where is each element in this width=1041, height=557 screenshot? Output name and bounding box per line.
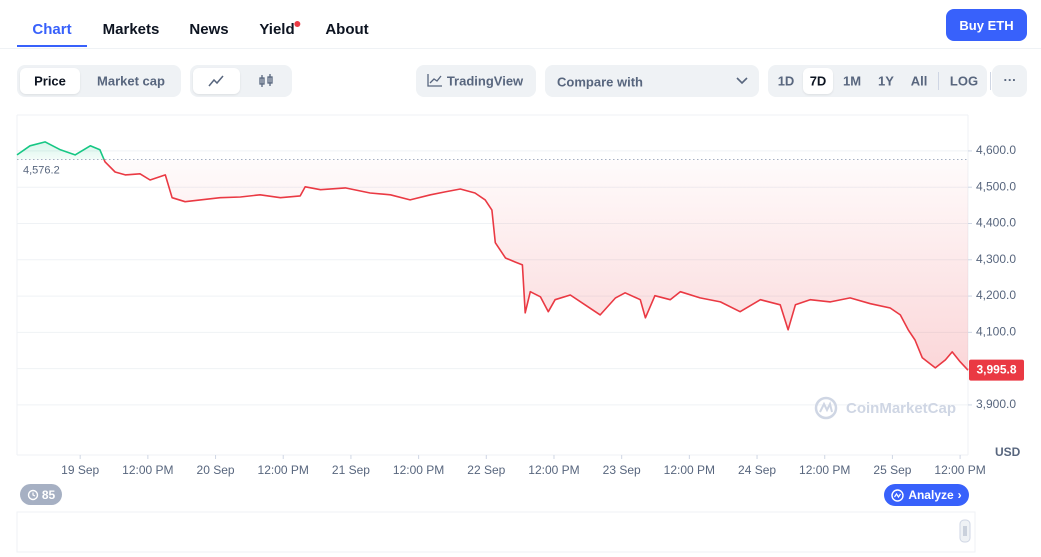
metric-active [20, 68, 80, 94]
range-active [803, 68, 833, 94]
chevron-icon [736, 77, 748, 85]
y-tick-label: 4,200.0 [976, 288, 1016, 302]
x-tick-label: 12:00 PM [528, 463, 579, 477]
nav-tab[interactable]: News [189, 21, 229, 38]
buy-button-label: Buy ETH [959, 17, 1014, 33]
area-down [17, 159, 968, 371]
y-tick-label: 4,100.0 [976, 325, 1016, 339]
x-tick-label: 12:00 PM [393, 463, 444, 477]
history-badge[interactable]: 85 [20, 484, 62, 505]
y-tick-label: 3,900.0 [976, 397, 1016, 411]
x-tick-label: 12:00 PM [934, 463, 985, 477]
y-tick-label: 4,400.0 [976, 216, 1016, 230]
x-tick-label: 25 Sep [873, 463, 911, 477]
header-divider [0, 48, 1041, 49]
compare-label: Compare with [557, 74, 643, 90]
last-price-tag [969, 359, 1024, 381]
x-tick-label: 24 Sep [738, 463, 776, 477]
last-price-label: 3,995.8 [976, 362, 1016, 376]
x-tick-label: 19 Sep [61, 463, 99, 477]
baseline-label-bg [20, 162, 64, 178]
buy-button[interactable]: Buy ETH [946, 9, 1027, 41]
x-tick-label: 22 Sep [467, 463, 505, 477]
x-tick-label: 12:00 PM [799, 463, 850, 477]
nav-tab[interactable]: About [325, 21, 369, 38]
clock-icon [27, 489, 39, 500]
x-tick-label: 23 Sep [603, 463, 641, 477]
tab-underline [17, 45, 87, 47]
line-icon [208, 75, 224, 87]
range-option[interactable]: 1Y [878, 73, 894, 89]
notification-dot [294, 21, 301, 27]
x-tick-label: 20 Sep [197, 463, 235, 477]
x-tick-label: 12:00 PM [664, 463, 715, 477]
x-tick-label: 12:00 PM [122, 463, 173, 477]
y-tick-label: 4,600.0 [976, 143, 1016, 157]
range-divider [990, 72, 991, 90]
analyze-label: Analyze [908, 488, 954, 502]
y-tick-label: 4,300.0 [976, 252, 1016, 266]
range-option[interactable]: All [910, 73, 928, 89]
x-tick-label: 12:00 PM [258, 463, 309, 477]
analyze-icon [891, 488, 905, 502]
range-divider [938, 72, 939, 90]
metric-option[interactable]: Market cap [97, 73, 165, 89]
log-toggle[interactable]: LOG [949, 73, 979, 89]
price-line-down [103, 159, 969, 371]
range-option[interactable]: 7D [809, 73, 827, 89]
analyze-chevron: › [957, 488, 962, 502]
range-option[interactable]: 1D [777, 73, 795, 89]
y-tick-label: 4,000.0 [976, 361, 1016, 375]
tradingview-icon [427, 74, 442, 87]
price-line-up [16, 141, 105, 160]
y-unit: USD [995, 445, 1021, 459]
area-up [17, 141, 105, 160]
nav-tab[interactable]: Yield [259, 21, 301, 38]
metric-option[interactable]: Price [34, 73, 66, 89]
watermark-text: CoinMarketCap [846, 400, 956, 417]
x-tick-label: 21 Sep [332, 463, 370, 477]
analyze-button[interactable]: Analyze › [884, 484, 969, 506]
y-tick-label: 4,500.0 [976, 179, 1016, 193]
nav-tab[interactable]: Markets [102, 21, 160, 38]
watermark: CoinMarketCap [814, 396, 956, 420]
candle-icon[interactable] [257, 72, 275, 90]
more-label: ··· [1003, 72, 1017, 88]
more-button[interactable] [992, 65, 1027, 97]
history-count: 85 [41, 487, 56, 502]
range-option[interactable]: 1M [842, 73, 862, 89]
baseline-label: 4,576.2 [23, 164, 60, 176]
tradingview-label: TradingView [446, 73, 524, 89]
compare-dropdown[interactable] [545, 65, 759, 97]
nav-tab[interactable]: Chart [32, 21, 72, 38]
chart-style-active[interactable] [193, 68, 240, 94]
navigator-handle[interactable] [959, 519, 971, 543]
navigator[interactable] [16, 511, 976, 553]
